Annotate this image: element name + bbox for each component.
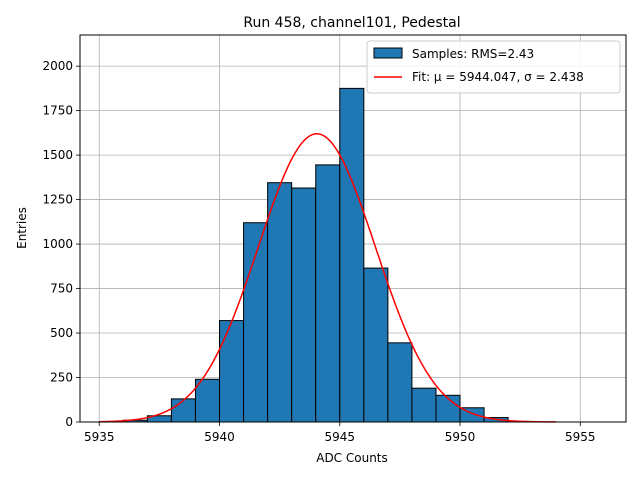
x-tick-label: 5950 [445, 430, 476, 444]
histogram-bar [387, 342, 413, 423]
y-ticks: 0 250 500 750 1000 1250 1500 1750 2000 [42, 59, 80, 429]
plot-frame [79, 34, 627, 423]
histogram-bar [170, 398, 196, 423]
legend-box [366, 40, 621, 94]
y-tick-label: 1500 [42, 148, 73, 162]
histogram-bar [194, 378, 221, 423]
x-tick-label: 5945 [324, 430, 355, 444]
fit-curve [99, 133, 557, 423]
x-tick-label: 5940 [204, 430, 235, 444]
x-tick-label: 5955 [565, 430, 596, 444]
y-tick-label: 750 [50, 282, 73, 296]
legend: Samples: RMS=2.43 Fit: μ = 5944.047, σ =… [366, 40, 621, 94]
y-tick-label: 1750 [42, 104, 73, 118]
histogram-bars [98, 87, 533, 423]
chart-title: Run 458, channel101, Pedestal [243, 15, 460, 31]
y-tick-label: 1000 [42, 237, 73, 251]
y-tick-label: 0 [65, 415, 73, 429]
y-tick-label: 500 [50, 326, 73, 340]
x-ticks: 5935 5940 5945 5950 5955 [84, 422, 596, 444]
histogram-bar [243, 222, 269, 423]
histogram-bar [363, 267, 389, 423]
legend-label-samples: Samples: RMS=2.43 [412, 47, 534, 61]
histogram-bar [267, 182, 293, 423]
histogram-bar [219, 320, 245, 423]
y-tick-label: 2000 [42, 59, 73, 73]
y-tick-label: 1250 [42, 193, 73, 207]
y-axis-label: Entries [15, 207, 29, 249]
legend-swatch-samples [373, 47, 403, 59]
histogram-bar [315, 164, 341, 423]
x-tick-label: 5935 [84, 430, 115, 444]
x-axis-label: ADC Counts [316, 451, 388, 465]
histogram-bar [339, 87, 365, 423]
legend-label-fit: Fit: μ = 5944.047, σ = 2.438 [412, 70, 584, 84]
histogram-bar [291, 187, 317, 423]
y-tick-label: 250 [50, 371, 73, 385]
histogram-bar [411, 387, 437, 423]
